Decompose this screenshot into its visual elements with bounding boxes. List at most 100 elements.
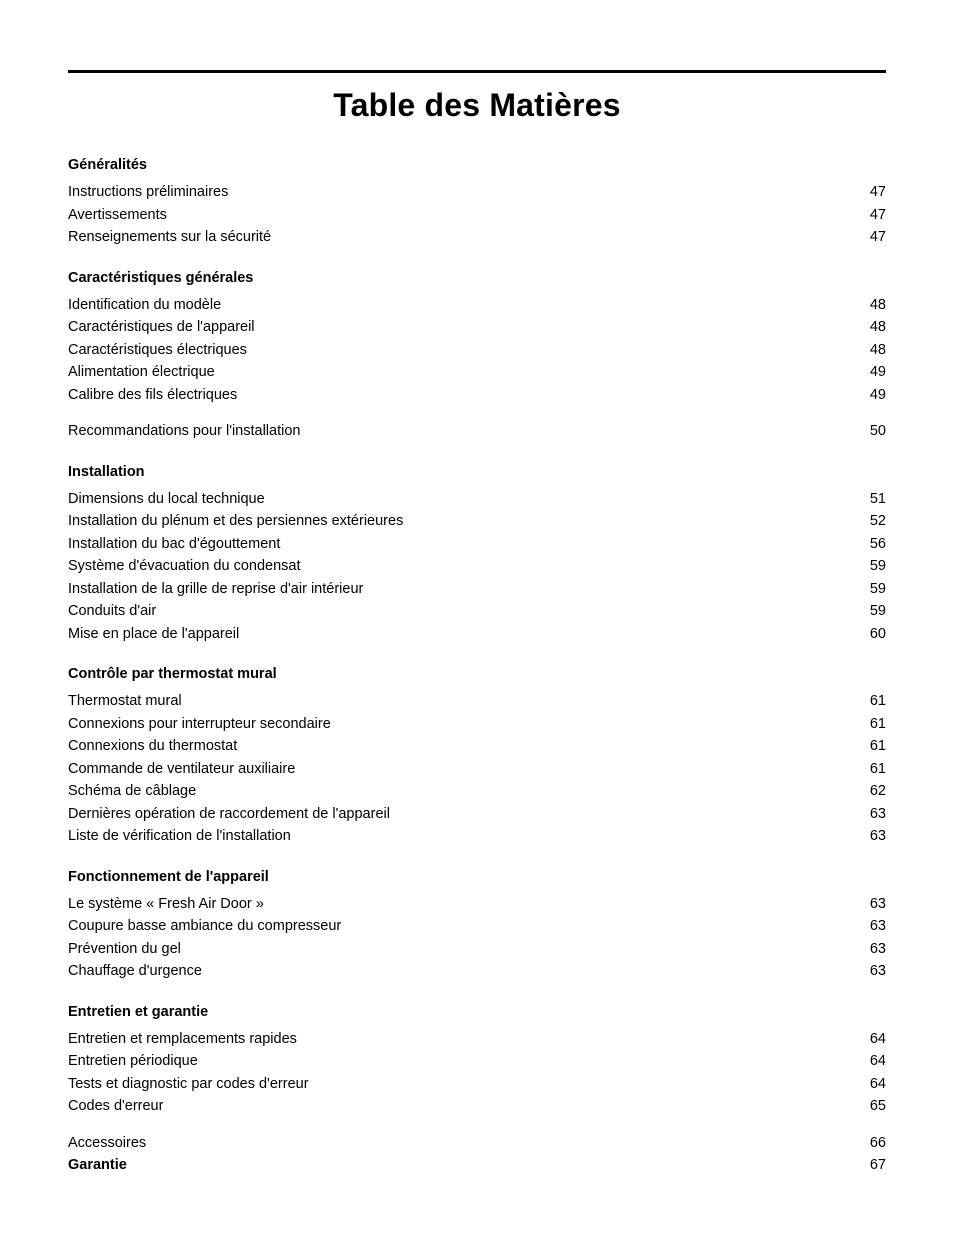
toc-entry: Mise en place de l'appareil 60 <box>68 623 886 645</box>
toc-entry: Recommandations pour l'installation 50 <box>68 420 886 442</box>
toc-entry: Entretien et remplacements rapides64 <box>68 1028 886 1050</box>
toc-entry-label: Système d'évacuation du condensat <box>68 555 301 577</box>
toc-section-heading: Contrôle par thermostat mural <box>68 663 886 686</box>
toc-entry-page: 48 <box>868 339 886 361</box>
toc-entry: Installation du plénum et des persiennes… <box>68 510 886 532</box>
toc-entry-page: 67 <box>868 1154 886 1176</box>
toc-entry: Schéma de câblage 62 <box>68 780 886 802</box>
toc-entry-page: 47 <box>868 181 886 203</box>
toc-section-heading: Installation <box>68 461 886 484</box>
toc-section-heading: Fonctionnement de l'appareil <box>68 866 886 889</box>
toc-entry-page: 60 <box>868 623 886 645</box>
toc-entry: Prévention du gel 63 <box>68 938 886 960</box>
toc-entry-label: Codes d'erreur <box>68 1095 163 1117</box>
toc-entry-label: Dernières opération de raccordement de l… <box>68 803 390 825</box>
toc-entry-page: 59 <box>868 600 886 622</box>
toc-entry: Installation de la grille de reprise d'a… <box>68 578 886 600</box>
toc-entry-label: Calibre des fils électriques <box>68 384 237 406</box>
toc-entry-page: 49 <box>868 384 886 406</box>
toc-entry: Commande de ventilateur auxiliaire 61 <box>68 758 886 780</box>
toc-entry-label: Le système « Fresh Air Door » <box>68 893 264 915</box>
toc-entry: Dimensions du local technique 51 <box>68 488 886 510</box>
toc-entry-page: 56 <box>868 533 886 555</box>
toc-entry: Instructions préliminaires 47 <box>68 181 886 203</box>
toc-entry-page: 48 <box>868 316 886 338</box>
toc-entry: Alimentation électrique 49 <box>68 361 886 383</box>
toc-entry: Connexions du thermostat 61 <box>68 735 886 757</box>
toc-gap <box>68 406 886 420</box>
page-title: Table des Matières <box>68 87 886 124</box>
toc-entry-label: Dimensions du local technique <box>68 488 265 510</box>
toc-entry-label: Tests et diagnostic par codes d'erreur <box>68 1073 309 1095</box>
toc-entry-label: Accessoires <box>68 1132 146 1154</box>
toc-entry-page: 63 <box>868 803 886 825</box>
toc-entry-label: Entretien périodique <box>68 1050 198 1072</box>
toc-entry-label: Liste de vérification de l'installation <box>68 825 291 847</box>
toc-entry: Coupure basse ambiance du compresseur 63 <box>68 915 886 937</box>
toc-entry-label: Prévention du gel <box>68 938 181 960</box>
toc-entry-page: 63 <box>868 893 886 915</box>
toc-entry: Accessoires 66 <box>68 1132 886 1154</box>
toc-entry-label: Connexions du thermostat <box>68 735 237 757</box>
toc-entry-page: 64 <box>868 1050 886 1072</box>
toc-entry: Entretien périodique 64 <box>68 1050 886 1072</box>
toc-entry-label: Alimentation électrique <box>68 361 215 383</box>
toc-entry: Calibre des fils électriques 49 <box>68 384 886 406</box>
toc-entry: Conduits d'air59 <box>68 600 886 622</box>
document-page: Table des Matières Généralités Instructio… <box>0 0 954 1237</box>
toc-entry-page: 51 <box>868 488 886 510</box>
toc-entry-page: 63 <box>868 825 886 847</box>
toc-entry-label: Schéma de câblage <box>68 780 196 802</box>
toc-entry-page: 63 <box>868 960 886 982</box>
toc-entry-label: Installation du plénum et des persiennes… <box>68 510 403 532</box>
toc-entry-label: Coupure basse ambiance du compresseur <box>68 915 341 937</box>
top-rule <box>68 70 886 73</box>
toc-entry-label: Recommandations pour l'installation <box>68 420 300 442</box>
toc-entry: Tests et diagnostic par codes d'erreur 64 <box>68 1073 886 1095</box>
toc-entry: Identification du modèle48 <box>68 294 886 316</box>
toc-section-heading: Caractéristiques générales <box>68 267 886 290</box>
toc-entry-page: 66 <box>868 1132 886 1154</box>
toc-entry: Connexions pour interrupteur secondaire 6… <box>68 713 886 735</box>
toc-entry-page: 52 <box>868 510 886 532</box>
toc-entry: Chauffage d'urgence 63 <box>68 960 886 982</box>
toc-entry: Avertissements 47 <box>68 204 886 226</box>
toc-entry-page: 48 <box>868 294 886 316</box>
toc-entry-page: 63 <box>868 938 886 960</box>
toc-entry-page: 62 <box>868 780 886 802</box>
toc-entry-page: 59 <box>868 555 886 577</box>
toc-entry-page: 47 <box>868 204 886 226</box>
toc-entry: Le système « Fresh Air Door » 63 <box>68 893 886 915</box>
toc-entry: Renseignements sur la sécurité47 <box>68 226 886 248</box>
toc-entry: Liste de vérification de l'installation 6… <box>68 825 886 847</box>
toc-entry-label: Instructions préliminaires <box>68 181 228 203</box>
toc-entry-page: 64 <box>868 1073 886 1095</box>
toc-entry: Caractéristiques électriques 48 <box>68 339 886 361</box>
toc-entry-label: Caractéristiques de l'appareil <box>68 316 255 338</box>
toc-entry-page: 49 <box>868 361 886 383</box>
toc-entry: Codes d'erreur 65 <box>68 1095 886 1117</box>
toc-gap <box>68 1118 886 1132</box>
toc-entry-page: 61 <box>868 735 886 757</box>
toc-entry: Installation du bac d'égouttement56 <box>68 533 886 555</box>
toc-entry-page: 61 <box>868 713 886 735</box>
toc-entry-label: Garantie <box>68 1154 127 1176</box>
toc-entry: Système d'évacuation du condensat 59 <box>68 555 886 577</box>
toc-entry-label: Commande de ventilateur auxiliaire <box>68 758 295 780</box>
toc-entry-page: 63 <box>868 915 886 937</box>
toc-entry-label: Chauffage d'urgence <box>68 960 202 982</box>
toc-entry-label: Entretien et remplacements rapides <box>68 1028 297 1050</box>
toc-entry-page: 61 <box>868 690 886 712</box>
toc-entry-label: Connexions pour interrupteur secondaire <box>68 713 331 735</box>
toc-entry: Thermostat mural61 <box>68 690 886 712</box>
toc-entry-page: 50 <box>868 420 886 442</box>
toc-entry: Caractéristiques de l'appareil 48 <box>68 316 886 338</box>
toc-entry-label: Mise en place de l'appareil <box>68 623 239 645</box>
toc-entry-label: Installation de la grille de reprise d'a… <box>68 578 363 600</box>
toc-entry-label: Caractéristiques électriques <box>68 339 247 361</box>
toc-entry-label: Avertissements <box>68 204 167 226</box>
toc-entry: Dernières opération de raccordement de l… <box>68 803 886 825</box>
toc-entry-page: 65 <box>868 1095 886 1117</box>
toc-section-heading: Généralités <box>68 154 886 177</box>
toc-entry-page: 61 <box>868 758 886 780</box>
